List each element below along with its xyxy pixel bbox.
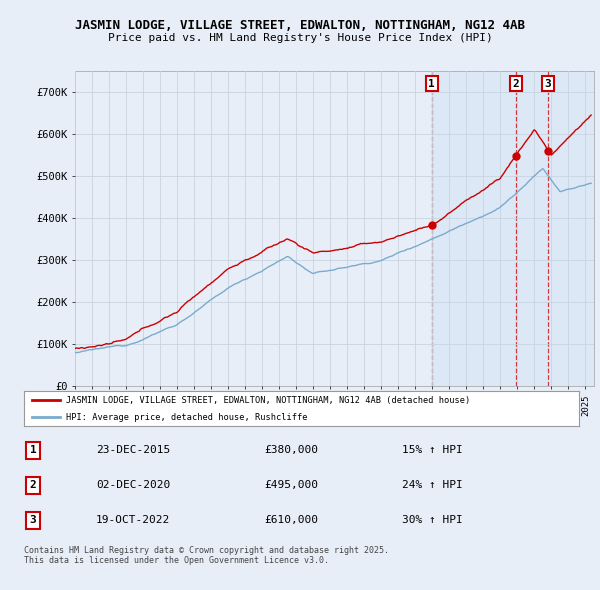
Text: 3: 3: [545, 78, 551, 88]
Bar: [432, 71, 594, 386]
Text: 1: 1: [29, 445, 37, 455]
Text: £495,000: £495,000: [264, 480, 318, 490]
Text: 19-OCT-2022: 19-OCT-2022: [96, 515, 170, 525]
Text: 15% ↑ HPI: 15% ↑ HPI: [402, 445, 463, 455]
Text: 02-DEC-2020: 02-DEC-2020: [96, 480, 170, 490]
Text: Contains HM Land Registry data © Crown copyright and database right 2025.
This d: Contains HM Land Registry data © Crown c…: [24, 546, 389, 565]
Text: Price paid vs. HM Land Registry's House Price Index (HPI): Price paid vs. HM Land Registry's House …: [107, 33, 493, 43]
Text: JASMIN LODGE, VILLAGE STREET, EDWALTON, NOTTINGHAM, NG12 4AB (detached house): JASMIN LODGE, VILLAGE STREET, EDWALTON, …: [65, 396, 470, 405]
Text: £610,000: £610,000: [264, 515, 318, 525]
Text: £380,000: £380,000: [264, 445, 318, 455]
Text: 24% ↑ HPI: 24% ↑ HPI: [402, 480, 463, 490]
Text: 2: 2: [29, 480, 37, 490]
Text: JASMIN LODGE, VILLAGE STREET, EDWALTON, NOTTINGHAM, NG12 4AB: JASMIN LODGE, VILLAGE STREET, EDWALTON, …: [75, 19, 525, 32]
Text: HPI: Average price, detached house, Rushcliffe: HPI: Average price, detached house, Rush…: [65, 412, 307, 422]
Text: 2: 2: [512, 78, 520, 88]
Text: 1: 1: [428, 78, 435, 88]
Text: 23-DEC-2015: 23-DEC-2015: [96, 445, 170, 455]
Text: 30% ↑ HPI: 30% ↑ HPI: [402, 515, 463, 525]
Text: 3: 3: [29, 515, 37, 525]
